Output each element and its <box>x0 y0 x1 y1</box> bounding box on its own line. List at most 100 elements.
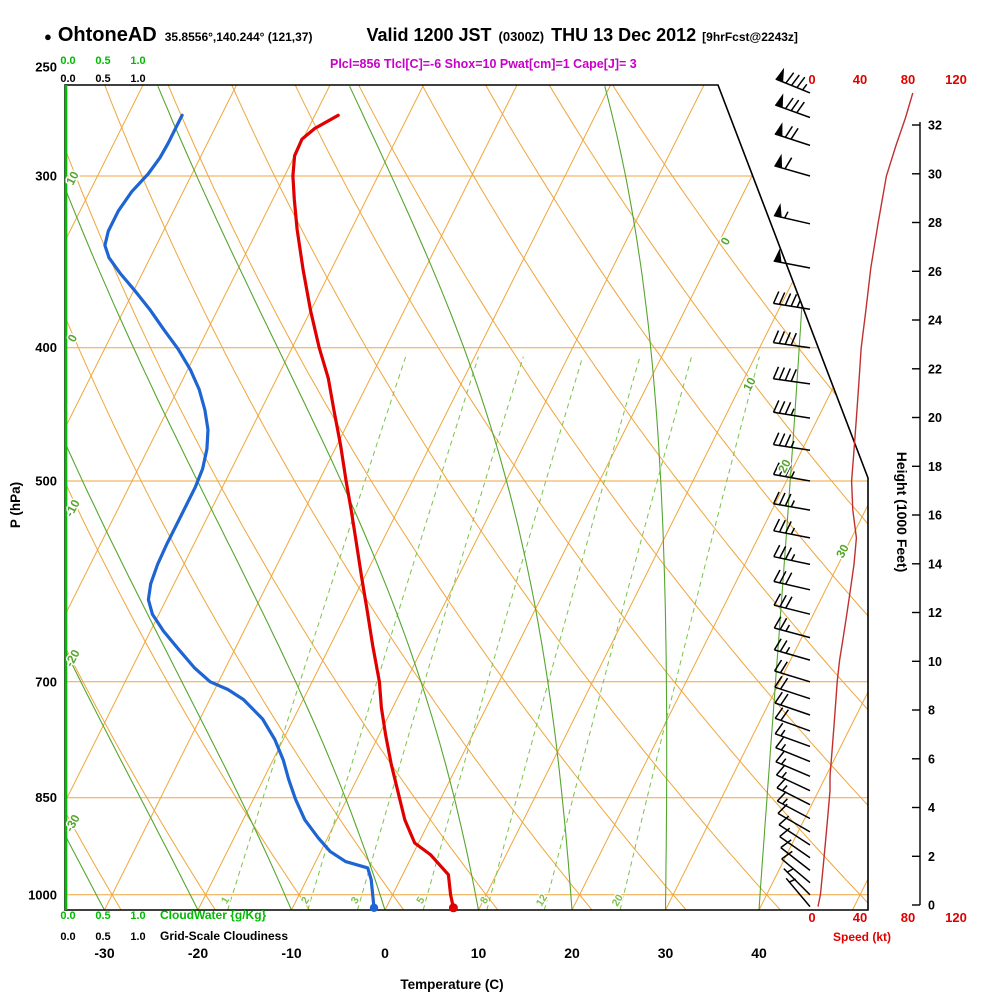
moist-adiabat-line <box>349 85 573 910</box>
surface-temperature-dot <box>448 903 458 913</box>
isotherm-line <box>65 85 144 910</box>
height-tick-label: 2 <box>928 850 935 864</box>
valid-time: Valid 1200 JST <box>366 25 492 45</box>
wind-barb <box>775 751 811 777</box>
plot-frame <box>64 84 869 911</box>
isotherm-line <box>65 85 424 910</box>
temperature-tick-label: 20 <box>564 945 580 961</box>
wind-barb <box>772 462 811 482</box>
wind-speed-curve <box>817 92 914 907</box>
dry-adiabat-line <box>65 85 122 910</box>
dry-adiabat-line <box>483 85 868 910</box>
speed-tick-label-bottom: 80 <box>901 910 915 925</box>
mixing-ratio-line <box>619 356 760 910</box>
moist-adiabat-line <box>604 86 668 910</box>
wind-barb-pennant <box>773 248 782 263</box>
mixing-ratio-label: 1 <box>219 895 232 906</box>
wind-barb <box>773 638 811 661</box>
isotherm-line <box>665 85 868 910</box>
speed-tick-label-top: 40 <box>853 72 867 87</box>
valid-date: THU 13 Dec 2012 <box>551 25 697 45</box>
pressure-tick-label: 850 <box>35 790 57 805</box>
pressure-tick-label: 700 <box>35 674 57 689</box>
dry-adiabat-line <box>166 85 687 910</box>
height-tick-label: 18 <box>928 460 942 474</box>
isotherm-line <box>478 85 868 910</box>
isotherm-edge-label: 0 <box>718 235 734 248</box>
station-name: OhtoneAD <box>57 24 157 46</box>
pressure-tick-label: 400 <box>35 340 57 355</box>
moist-adiabat-line <box>65 86 199 910</box>
cloudwater-legend-label: CloudWater {g/Kg} <box>160 908 267 922</box>
speed-tick-label-top: 80 <box>901 72 915 87</box>
surface-dewpoint-dot <box>369 903 379 912</box>
cloudiness-scale-top: 1.0 <box>130 73 145 85</box>
wind-barb <box>775 736 811 763</box>
isotherm-line <box>65 85 331 910</box>
isotherm-line <box>197 85 611 910</box>
pressure-tick-label: 250 <box>35 60 57 75</box>
temperature-curve <box>291 113 455 910</box>
temperature-tick-label: 30 <box>658 945 674 961</box>
isotherm-line <box>571 85 868 910</box>
wind-barb <box>772 291 811 310</box>
wind-barb <box>774 722 811 748</box>
speed-tick-label-top: 0 <box>808 72 815 87</box>
height-tick-label: 14 <box>928 557 942 571</box>
height-tick-label: 28 <box>928 216 942 230</box>
wind-barb <box>774 675 811 700</box>
temperature-tick-label: -30 <box>94 945 114 961</box>
speed-tick-label-top: 120 <box>945 72 967 87</box>
cloudiness-scale-bottom: 0.0 <box>60 931 75 943</box>
mixing-ratio-line <box>227 356 407 910</box>
pressure-tick-label: 1000 <box>28 887 57 902</box>
mixing-ratio-label: 8 <box>478 895 491 906</box>
orange-grid <box>65 85 868 910</box>
temperature-tick-label: -20 <box>188 945 208 961</box>
height-tick-label: 30 <box>928 167 942 181</box>
mixing-ratio-label: 2 <box>299 895 312 906</box>
wind-barb <box>776 777 811 806</box>
temperature-tick-label: 40 <box>751 945 767 961</box>
dry-adiabat-line <box>65 85 405 910</box>
wind-barb <box>773 260 811 269</box>
wind-barb <box>772 491 811 511</box>
dry-adiabat-line <box>609 85 868 910</box>
height-tick-label: 16 <box>928 509 942 523</box>
wind-barb <box>783 867 811 896</box>
height-tick-label: 8 <box>928 704 935 718</box>
isotherm-line <box>384 85 798 910</box>
forecast-lead: [9hrFcst@2243z] <box>702 30 798 44</box>
moist-adiabat-line <box>65 86 293 910</box>
dry-adiabat-line <box>546 85 868 910</box>
wind-barbs <box>772 67 811 908</box>
moist-adiabats <box>65 85 814 910</box>
wind-barb <box>773 569 811 591</box>
dry-adiabat-line <box>65 85 310 910</box>
cloudiness-scale-top: 0.0 <box>60 73 75 85</box>
height-tick-label: 6 <box>928 752 935 766</box>
wind-barb <box>772 400 811 419</box>
cloudwater-scale-top: 1.0 <box>130 55 145 67</box>
temperature-tick-label: 10 <box>471 945 487 961</box>
wind-barb <box>774 125 811 147</box>
wind-barb <box>773 544 811 566</box>
wind-barb <box>772 432 811 452</box>
temperature-tick-label: -10 <box>281 945 301 961</box>
stability-indices: Plcl=856 Tlcl[C]=-6 Shox=10 Pwat[cm]=1 C… <box>330 57 637 71</box>
wind-barb <box>775 764 811 792</box>
cloudiness-scale-bottom: 1.0 <box>130 931 145 943</box>
pressure-tick-label: 300 <box>35 169 57 184</box>
pressure-tick-label: 500 <box>35 474 57 489</box>
wind-barb-pennant <box>774 153 783 168</box>
speed-axis-title: Speed (kt) <box>833 930 891 944</box>
height-axis-title: Height (1000 Feet) <box>894 452 910 573</box>
wind-barb <box>775 72 811 94</box>
isotherm-line <box>65 85 237 910</box>
station-marker-icon: ● <box>44 29 52 44</box>
moist-adiabat-line <box>65 86 386 910</box>
wind-barb <box>773 211 811 225</box>
